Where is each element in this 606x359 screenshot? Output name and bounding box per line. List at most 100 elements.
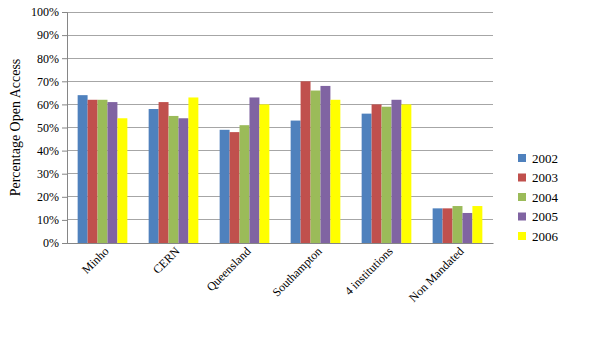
bar [220, 130, 230, 243]
tick-label: 30% [37, 167, 59, 181]
bar [433, 208, 443, 243]
tick-mark [62, 12, 67, 13]
tick-label: 40% [37, 144, 59, 158]
tick-label: 60% [37, 98, 59, 112]
tick-mark [62, 81, 67, 82]
tick: Southampton [269, 243, 324, 299]
bar [98, 100, 108, 243]
bar [453, 206, 463, 243]
tick-mark [62, 35, 67, 36]
chart: 0%10%20%30%40%50%60%70%80%90%100%MinhoCE… [0, 0, 606, 359]
tick-label: 100% [31, 5, 59, 19]
tick-label: Southampton [269, 244, 324, 299]
legend-label: 2003 [532, 170, 558, 185]
tick-mark [62, 128, 67, 129]
bar [372, 104, 382, 243]
legend: 2002 2003 2004 2005 2006 [518, 151, 559, 244]
tick: Queensland [204, 243, 254, 294]
tick-label: Non Mandated [406, 244, 467, 305]
grid-line [67, 196, 493, 197]
tick: 20% [37, 190, 67, 204]
bar [149, 109, 159, 243]
tick: 40% [37, 144, 67, 158]
tick-mark [62, 243, 67, 244]
plot: 0%10%20%30%40%50%60%70%80%90%100%MinhoCE… [31, 5, 494, 304]
tick-label: 90% [37, 28, 59, 42]
tick-mark [62, 197, 67, 198]
tick: Non Mandated [406, 243, 467, 305]
bar [330, 100, 340, 243]
tick: 90% [37, 28, 67, 42]
bar-series [117, 97, 482, 243]
bar [462, 213, 472, 243]
legend-item: 2003 [518, 170, 558, 185]
tick-label: Minho [79, 244, 112, 277]
bar [230, 132, 240, 243]
bar-series [98, 91, 463, 243]
tick: 50% [37, 121, 67, 135]
tick: 80% [37, 52, 67, 66]
legend-item: 2006 [518, 229, 559, 244]
legend-item: 2005 [518, 209, 558, 224]
legend-label: 2005 [532, 209, 558, 224]
grid-line [67, 104, 493, 105]
tick-mark [62, 174, 67, 175]
legend-label: 2002 [532, 151, 558, 166]
y-axis-title: Percentage Open Access [8, 59, 23, 197]
legend-swatch [518, 232, 526, 240]
bar [401, 104, 411, 243]
bar-series [88, 81, 453, 243]
bar [88, 100, 98, 243]
bar [188, 97, 198, 243]
legend-swatch [518, 193, 526, 201]
tick: 4 institutions [342, 243, 396, 298]
bar [107, 102, 117, 243]
tick-label: 50% [37, 121, 59, 135]
tick-mark [62, 104, 67, 105]
tick: Minho [79, 243, 112, 277]
tick-mark [62, 58, 67, 59]
bar [159, 102, 169, 243]
bar [240, 125, 250, 243]
legend-swatch [518, 213, 526, 221]
bar [320, 86, 330, 243]
grid-line [67, 127, 493, 128]
bar [249, 97, 259, 243]
tick-mark [62, 220, 67, 221]
bar [78, 95, 88, 243]
tick-label: 20% [37, 190, 59, 204]
grid-line [67, 150, 493, 151]
legend-item: 2004 [518, 190, 559, 205]
tick-label: 70% [37, 75, 59, 89]
legend-item: 2002 [518, 151, 558, 166]
grid [67, 12, 493, 243]
bar [291, 121, 301, 243]
bar [391, 100, 401, 243]
tick: 60% [37, 98, 67, 112]
tick-label: 0% [43, 236, 59, 250]
tick: CERN [150, 243, 183, 277]
legend-label: 2004 [532, 190, 559, 205]
bar [117, 118, 127, 243]
bar [311, 91, 321, 243]
bar [382, 107, 392, 243]
tick-label: CERN [150, 244, 183, 277]
bar [169, 116, 179, 243]
axis-line [68, 243, 494, 244]
bars [78, 81, 483, 243]
grid-line [67, 243, 493, 244]
grid-line [67, 35, 493, 36]
tick-mark [62, 151, 67, 152]
bar-series [78, 95, 443, 243]
grid-line [67, 173, 493, 174]
legend-swatch [518, 154, 526, 162]
x-axis: Minho CERN Queensland Southampton 4 institut… [68, 243, 494, 305]
bar [362, 114, 372, 243]
tick-label: Queensland [204, 244, 254, 294]
legend-label: 2006 [532, 229, 559, 244]
grid-line [67, 58, 493, 59]
tick: 0% [43, 236, 67, 250]
bar [443, 208, 453, 243]
tick: 30% [37, 167, 67, 181]
grid-line [67, 12, 493, 13]
